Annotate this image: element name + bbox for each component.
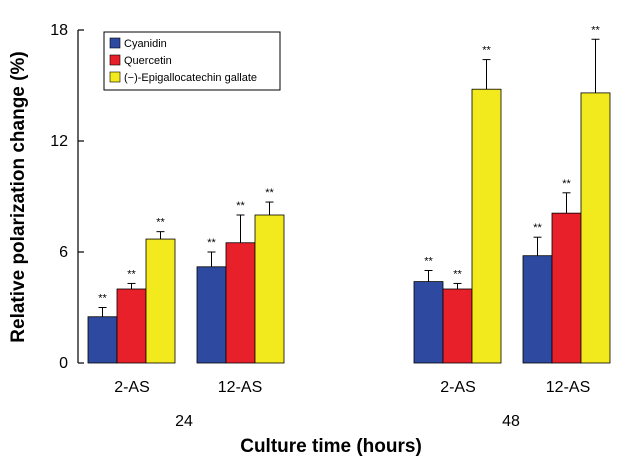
- bar-quercetin: [225, 242, 256, 364]
- significance-label: **: [533, 222, 542, 234]
- significance-label: **: [127, 268, 136, 280]
- significance-label: **: [98, 293, 107, 305]
- bar-cyanidin: [413, 281, 444, 364]
- legend-label: (−)-Epigallocatechin gallate: [124, 72, 257, 84]
- bar-cyanidin: [522, 255, 553, 364]
- legend-label: Cyanidin: [124, 38, 167, 50]
- legend: Cyanidin Quercetin (−)-Epigallocatechin ga…: [103, 31, 281, 91]
- y-tick-label: 12: [50, 133, 68, 150]
- bar-series: ** ** ** ** ** ** ** ** ** ** ** **: [87, 24, 611, 364]
- x-subgroup-label: 12-AS: [218, 379, 262, 396]
- y-axis: [77, 29, 84, 364]
- bar-quercetin: [551, 212, 582, 364]
- significance-label: **: [156, 217, 165, 229]
- significance-label: **: [482, 45, 491, 57]
- legend-swatch: [109, 54, 121, 66]
- legend-label: Quercetin: [124, 55, 172, 67]
- bar-quercetin: [442, 288, 473, 364]
- x-time-label: 24: [175, 413, 193, 430]
- bar-epigallocatechin-gallate: [471, 88, 502, 364]
- significance-label: **: [591, 24, 600, 36]
- bar-quercetin: [116, 288, 147, 364]
- y-tick-label: 0: [59, 355, 68, 372]
- x-axis-title: Culture time (hours): [240, 436, 422, 457]
- significance-label: **: [453, 268, 462, 280]
- bar-epigallocatechin-gallate: [145, 238, 176, 364]
- x-tick-labels: 2-AS 12-AS 24 2-AS 12-AS 48: [114, 379, 590, 430]
- bar-cyanidin: [87, 316, 118, 364]
- significance-label: **: [562, 178, 571, 190]
- legend-box: [103, 31, 281, 91]
- x-subgroup-label: 2-AS: [114, 379, 150, 396]
- y-tick-label: 6: [59, 244, 68, 261]
- legend-swatch: [109, 71, 121, 83]
- y-tick-label: 18: [50, 22, 68, 39]
- x-subgroup-label: 12-AS: [546, 379, 590, 396]
- x-subgroup-label: 2-AS: [440, 379, 476, 396]
- bar-cyanidin: [196, 266, 227, 364]
- significance-label: **: [207, 237, 216, 249]
- bar-epigallocatechin-gallate: [580, 92, 611, 364]
- x-time-label: 48: [502, 413, 520, 430]
- significance-label: **: [236, 200, 245, 212]
- y-axis-title: Relative polarization change (%): [8, 51, 29, 342]
- significance-label: **: [265, 187, 274, 199]
- bar-epigallocatechin-gallate: [254, 214, 285, 364]
- significance-label: **: [424, 256, 433, 268]
- legend-swatch: [109, 37, 121, 49]
- y-tick-labels: 0 6 12 18: [50, 22, 68, 372]
